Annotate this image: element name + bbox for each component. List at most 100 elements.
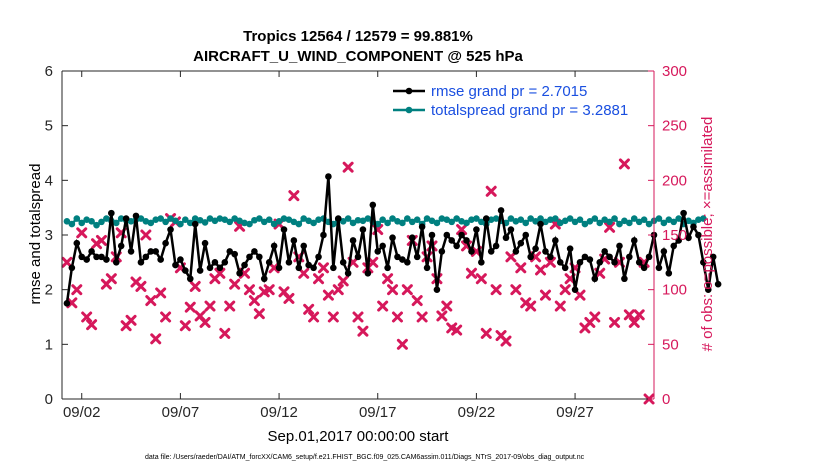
totalspread-point [98, 218, 105, 226]
obs-count-marker [367, 256, 379, 268]
totalspread-point [182, 216, 189, 223]
obs-marker-stroke [298, 267, 310, 279]
rmse-point [394, 253, 401, 261]
rmse-point [468, 248, 475, 255]
rmse-point [344, 269, 352, 277]
legend-rmse-marker [405, 87, 413, 95]
rmse-point [201, 239, 209, 247]
y-right-tick-label: 150 [662, 227, 687, 244]
obs-count-marker [480, 327, 492, 339]
obs-count-marker [327, 311, 339, 323]
rmse-point [606, 253, 613, 261]
obs-count-marker [313, 273, 325, 285]
totalspread-point [611, 215, 618, 222]
totalspread-point [660, 219, 668, 227]
obs-count-marker [283, 292, 295, 304]
totalspread-point [576, 216, 584, 223]
totalspread-point [433, 219, 441, 227]
obs-marker-stroke [475, 273, 487, 285]
rmse-point [364, 269, 372, 277]
obs-count-marker [105, 273, 117, 285]
rmse-point [660, 248, 668, 255]
rmse-point [221, 259, 229, 266]
y-left-tick-label: 2 [45, 282, 53, 299]
obs-marker-stroke [446, 322, 458, 334]
rmse-point [334, 215, 342, 222]
x-tick-label: 09/07 [162, 404, 200, 421]
obs-count-marker [441, 300, 453, 312]
legend-box [390, 80, 650, 120]
obs-count-marker [155, 287, 167, 299]
totalspread-point [339, 218, 347, 225]
obs-count-marker [411, 295, 423, 307]
rmse-point [191, 220, 199, 228]
totalspread-point [216, 215, 224, 222]
totalspread-point [645, 220, 653, 228]
totalspread-point [487, 216, 495, 223]
rmse-point [147, 248, 155, 255]
obs-marker-stroke [317, 262, 329, 274]
totalspread-point [423, 215, 431, 222]
rmse-point [216, 264, 224, 272]
rmse-point [167, 226, 174, 233]
totalspread-point [443, 216, 451, 223]
rmse-point [211, 259, 219, 266]
rmse-point [231, 250, 238, 258]
rmse-point [236, 269, 243, 277]
obs-marker-stroke [61, 256, 73, 268]
rmse-point [443, 231, 451, 239]
x-tick-label: 09/12 [260, 404, 298, 421]
totalspread-point [275, 218, 283, 225]
obs-count-marker [401, 284, 413, 296]
rmse-point [108, 209, 115, 217]
rmse-point [685, 234, 692, 242]
y-left-tick-label: 6 [45, 63, 53, 80]
obs-count-marker [179, 320, 191, 332]
y-right-tick-label: 300 [662, 63, 687, 80]
rmse-point [315, 253, 322, 261]
rmse-point [413, 253, 421, 261]
obs-marker-stroke [465, 267, 477, 279]
obs-marker-stroke [179, 320, 191, 332]
obs-count-marker [465, 267, 477, 279]
x-tick-label: 09/02 [63, 404, 101, 421]
rmse-point [611, 259, 618, 266]
rmse-point [300, 242, 308, 250]
obs-count-marker [485, 185, 497, 197]
obs-marker-stroke [382, 273, 394, 285]
rmse-point [522, 231, 530, 239]
x-axis-label: Sep.01,2017 00:00:00 start [268, 428, 450, 445]
rmse-point [547, 253, 554, 261]
totalspread-point [103, 215, 110, 222]
obs-count-marker [140, 229, 152, 241]
rmse-point [596, 259, 604, 266]
obs-marker-stroke [199, 316, 211, 328]
rmse-point [246, 253, 253, 261]
totalspread-point [621, 217, 628, 225]
obs-marker-stroke [135, 280, 147, 292]
obs-count-marker [416, 311, 428, 323]
rmse-point [695, 231, 702, 239]
totalspread-point [147, 219, 155, 227]
obs-count-marker [248, 295, 260, 307]
totalspread-point [408, 218, 416, 226]
obs-marker-stroke [243, 284, 255, 296]
totalspread-point [206, 215, 214, 222]
rmse-point [463, 237, 470, 244]
obs-count-marker [219, 327, 231, 339]
rmse-point [226, 248, 234, 255]
totalspread-point [413, 216, 421, 223]
rmse-point [177, 256, 184, 263]
rmse-point [68, 264, 76, 272]
obs-count-marker [135, 280, 147, 292]
obs-marker-stroke [283, 292, 295, 304]
rmse-point [448, 237, 456, 244]
rmse-point [670, 242, 678, 250]
totalspread-point [196, 216, 204, 224]
totalspread-point [404, 215, 411, 222]
totalspread-point [581, 220, 589, 228]
rmse-point [112, 259, 120, 266]
obs-marker-stroke [628, 316, 640, 328]
rmse-point [152, 248, 160, 255]
rmse-point [389, 234, 396, 242]
